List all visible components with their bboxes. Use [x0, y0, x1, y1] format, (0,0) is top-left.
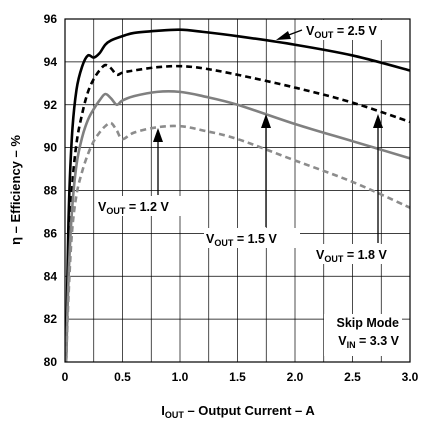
x-tick-label: 1.0	[172, 370, 189, 384]
y-tick-labels: 80 82 84 86 88 90 92 94 96	[44, 12, 58, 369]
annotation-arrows	[153, 29, 383, 243]
series-vout-2-5	[64, 28, 411, 363]
x-tick-labels: 0 0.5 1.0 1.5 2.0 2.5 3.0	[62, 370, 419, 384]
series-group	[64, 28, 411, 363]
y-tick-label: 80	[44, 355, 58, 369]
y-tick-label: 88	[44, 184, 58, 198]
label-vout-1-2: VOUT = 1.2 V	[98, 200, 169, 216]
arrow-2-5-head	[276, 31, 291, 40]
label-vout-1-5: VOUT = 1.5 V	[206, 232, 277, 248]
plot-border	[64, 18, 411, 363]
y-tick-label: 82	[44, 312, 58, 326]
label-skip-mode: Skip Mode	[336, 316, 399, 330]
y-tick-label: 94	[44, 55, 58, 69]
y-axis-title: η – Efficiency – %	[8, 135, 23, 245]
series-vout-1-8	[64, 63, 411, 363]
label-vin: VIN = 3.3 V	[338, 334, 399, 350]
annotations: VOUT = 2.5 V VOUT = 1.2 V VOUT = 1.5 V V…	[95, 20, 409, 356]
y-tick-label: 92	[44, 98, 58, 112]
series-vout-1-5	[64, 90, 411, 363]
y-tick-label: 84	[44, 269, 58, 283]
arrow-1-8-head	[373, 114, 383, 128]
label-vout-2-5: VOUT = 2.5 V	[306, 24, 377, 40]
series-vout-1-2	[64, 121, 411, 363]
x-tick-label: 1.5	[229, 370, 246, 384]
x-tick-label: 0	[62, 370, 69, 384]
x-tick-label: 3.0	[402, 370, 419, 384]
x-tick-label: 2.5	[344, 370, 361, 384]
label-vout-1-8: VOUT = 1.8 V	[316, 248, 387, 264]
y-tick-label: 86	[44, 226, 58, 240]
y-tick-label: 96	[44, 12, 58, 26]
arrow-1-2-head	[153, 128, 163, 142]
x-axis-title: IOUT – Output Current – A	[161, 403, 315, 420]
x-tick-label: 0.5	[114, 370, 131, 384]
arrow-1-5-head	[261, 114, 271, 128]
y-tick-label: 90	[44, 141, 58, 155]
x-tick-label: 2.0	[287, 370, 304, 384]
